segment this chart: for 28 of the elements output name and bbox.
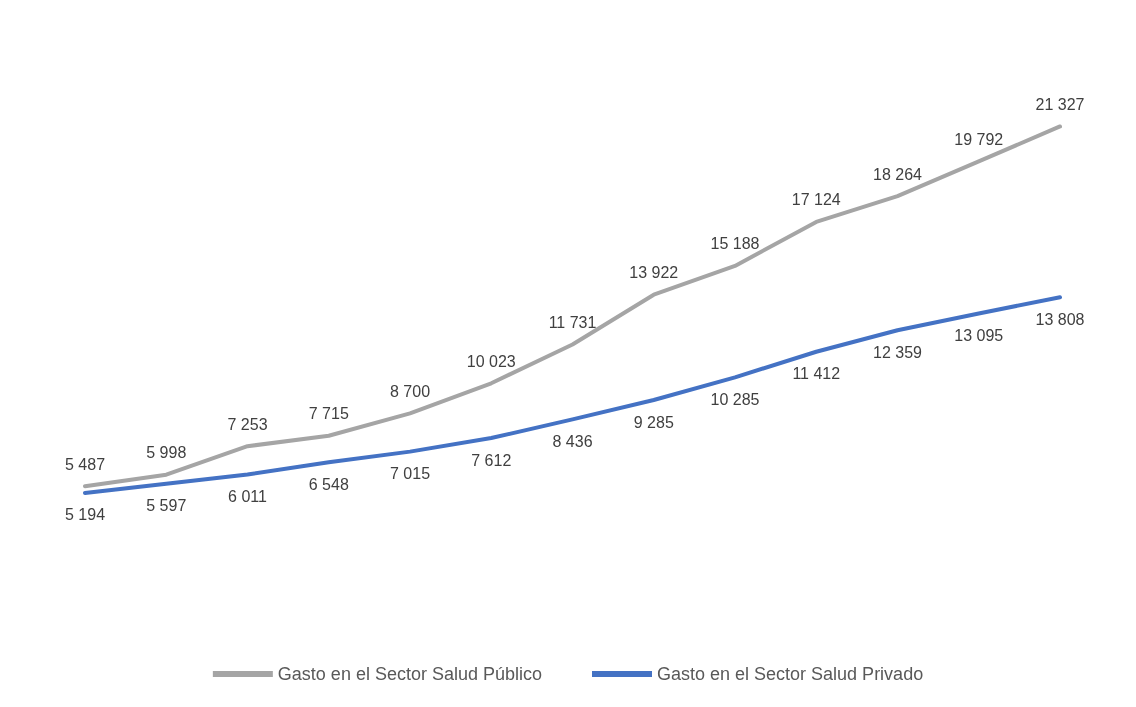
data-label: 11 731 xyxy=(548,313,597,331)
data-label: 5 998 xyxy=(146,444,187,462)
data-label: 8 436 xyxy=(552,432,593,450)
data-label: 13 095 xyxy=(954,326,1004,344)
data-label: 18 264 xyxy=(873,165,923,183)
data-label: 19 792 xyxy=(954,130,1004,148)
legend-label: Gasto en el Sector Salud Privado xyxy=(657,664,924,684)
data-label: 9 285 xyxy=(633,413,674,431)
data-label: 6 548 xyxy=(308,475,349,493)
data-label: 13 922 xyxy=(629,264,679,282)
data-label: 7 612 xyxy=(471,451,512,469)
data-label: 5 487 xyxy=(64,455,106,473)
data-label: 17 124 xyxy=(791,191,841,209)
data-label: 10 285 xyxy=(710,390,760,408)
data-label: 21 327 xyxy=(1035,95,1085,113)
data-label: 7 715 xyxy=(308,405,349,423)
data-label: 15 188 xyxy=(710,235,760,253)
data-label: 7 253 xyxy=(227,415,268,433)
legend-label: Gasto en el Sector Salud Público xyxy=(277,664,542,684)
data-label: 13 808 xyxy=(1035,310,1085,328)
data-label: 11 412 xyxy=(792,365,841,383)
data-label: 5 597 xyxy=(146,497,187,515)
data-label: 8 700 xyxy=(389,382,431,400)
data-label: 5 194 xyxy=(64,506,106,524)
data-label: 7 015 xyxy=(389,465,431,483)
data-label: 12 359 xyxy=(873,343,923,361)
data-label: 10 023 xyxy=(466,352,516,370)
data-label: 6 011 xyxy=(228,487,268,505)
